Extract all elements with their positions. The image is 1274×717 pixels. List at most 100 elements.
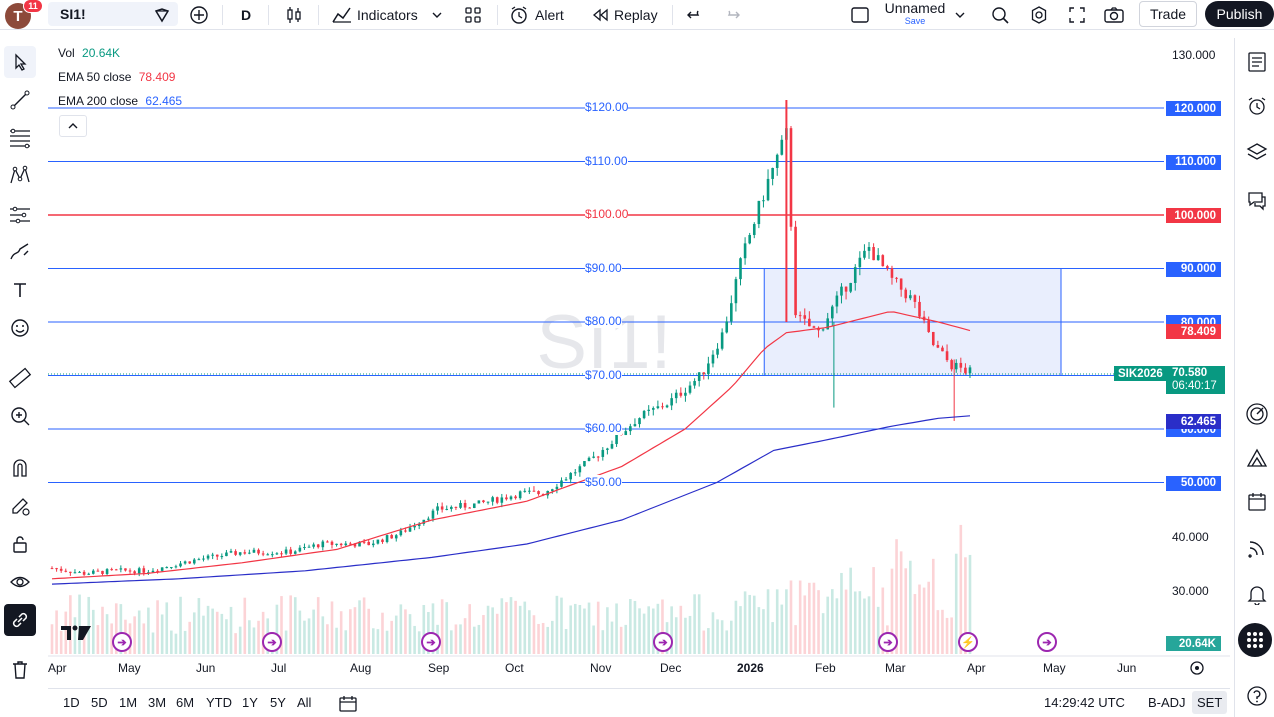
fib-retracement-tool-icon[interactable] [4,122,36,154]
quick-search-icon[interactable] [990,0,1010,30]
symbol-search[interactable]: SI1! [48,2,178,26]
candle-body [339,543,343,546]
interval-button[interactable]: D [241,0,251,30]
trash-icon[interactable] [4,654,36,686]
camera-snapshot-icon[interactable] [1103,0,1125,30]
alert-button[interactable]: Alert [509,0,564,30]
layout-square-icon[interactable] [850,0,870,30]
range-button-1y[interactable]: 1Y [242,695,258,710]
adjust-toggle[interactable]: B-ADJ [1148,695,1186,710]
candle-body [280,553,283,555]
volume-bar [812,582,816,654]
ideas-icon[interactable] [1241,442,1273,474]
news-feed-icon[interactable] [1241,532,1273,564]
chart-type-candles-icon[interactable] [284,0,304,30]
ema50-line[interactable] [51,311,971,580]
event-marker-icon[interactable]: ➔ [653,632,673,652]
target-icon[interactable] [1241,398,1273,430]
event-marker-icon[interactable]: ➔ [262,632,282,652]
ema200-line[interactable] [51,415,971,585]
event-marker-icon[interactable]: ➔ [1037,632,1057,652]
range-button-1d[interactable]: 1D [63,695,80,710]
range-button-ytd[interactable]: YTD [206,695,232,710]
candle-body [229,551,233,553]
range-button-all[interactable]: All [297,695,312,710]
time-axis-settings-icon[interactable] [1189,660,1205,681]
volume-bar [720,620,724,654]
range-button-5d[interactable]: 5D [91,695,108,710]
legend-ema200[interactable]: EMA 200 close 62.465 [58,94,182,108]
pattern-tool-icon[interactable] [4,160,36,192]
candle-body [459,502,462,508]
publish-button[interactable]: Publish [1205,1,1274,27]
event-marker-icon[interactable]: ➔ [112,632,132,652]
range-button-5y[interactable]: 5Y [270,695,286,710]
text-tool-icon[interactable] [4,274,36,306]
candle-body [730,303,733,322]
chat-icon[interactable] [1241,184,1273,216]
candle-body [486,501,490,503]
layout-chevron-icon[interactable] [953,0,967,30]
candle-body [372,543,375,546]
eye-visibility-icon[interactable] [4,566,36,598]
range-button-6m[interactable]: 6M [176,695,195,710]
legend-collapse-button[interactable] [59,115,87,137]
help-icon[interactable] [1241,680,1273,712]
volume-bar [771,622,774,654]
fullscreen-icon[interactable] [1067,0,1087,30]
brush-tool-icon[interactable] [4,236,36,268]
ruler-icon[interactable] [4,362,36,394]
lock-drawings-icon[interactable] [4,528,36,560]
trend-line-tool-icon[interactable] [4,84,36,116]
indicators-button[interactable]: Indicators [331,0,444,30]
volume-bar [629,599,632,654]
axis-label-40: 40.000 [1172,530,1209,544]
dividend-lightning-icon[interactable]: ⚡ [958,632,978,652]
clock-time[interactable]: 14:29:42 UTC [1044,695,1125,710]
link-sync-icon[interactable] [4,604,36,636]
trade-button[interactable]: Trade [1139,1,1197,27]
undo-icon[interactable] [685,0,705,30]
event-marker-icon[interactable]: ➔ [878,632,898,652]
zoom-in-icon[interactable] [4,400,36,432]
settings-gear-icon[interactable] [1029,0,1049,30]
notifications-bell-icon[interactable] [1241,578,1273,610]
candle-body [271,554,274,556]
price-zone-rectangle[interactable] [763,268,1062,376]
volume-bar [486,605,490,654]
candle-body [661,406,664,408]
volume-bar [904,568,908,654]
forecasting-tool-icon[interactable] [4,198,36,230]
candle-body [381,539,384,543]
calendar-icon[interactable] [1241,486,1273,518]
goto-date-icon[interactable] [338,695,358,716]
apps-grid-icon[interactable] [1238,623,1272,657]
replay-button[interactable]: Replay [590,0,658,30]
session-toggle[interactable]: SET [1192,691,1228,714]
legend-volume[interactable]: Vol 20.64K [58,46,120,60]
horizontal-line-price-tag: 120.000 [1166,101,1221,116]
candle-body [505,497,508,500]
volume-bar [440,599,444,654]
compare-add-icon[interactable] [189,0,209,30]
candle-body [693,380,696,386]
watchlist-icon[interactable] [1241,46,1273,78]
lock-pencil-icon[interactable] [4,490,36,522]
redo-icon[interactable] [722,0,742,30]
cursor-tool-icon[interactable] [4,46,36,78]
layout-name-button[interactable]: Unnamed Save [882,1,948,27]
alarm-clock-icon[interactable] [1241,90,1273,122]
candle-body [546,490,550,496]
range-button-3m[interactable]: 3M [148,695,167,710]
horizontal-line-price-tag: 110.000 [1166,154,1221,170]
layers-icon[interactable] [1241,136,1273,168]
emoji-icon[interactable] [4,312,36,344]
legend-ema50[interactable]: EMA 50 close 78.409 [58,70,175,84]
magnet-icon[interactable] [4,452,36,484]
symbol-info-icon[interactable] [152,0,172,30]
layouts-grid-icon[interactable] [463,0,483,30]
range-button-1m[interactable]: 1M [119,695,138,710]
volume-bar [532,615,536,654]
event-marker-icon[interactable]: ➔ [421,632,441,652]
volume-bar [693,594,696,654]
